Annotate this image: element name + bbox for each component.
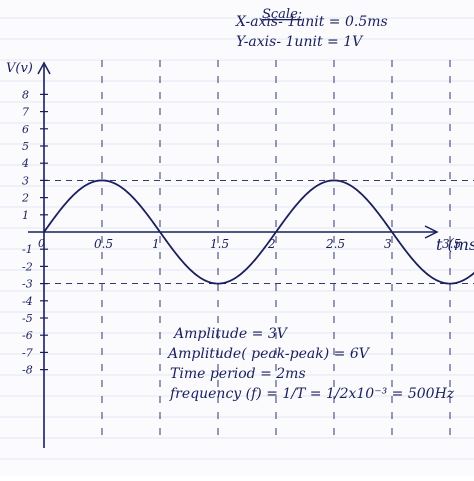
x-tick-label: 1 (152, 237, 160, 251)
note-peak-to-peak: Amplitude( peak-peak) = 6V (166, 346, 371, 362)
y-tick-label: -6 (22, 329, 33, 342)
y-tick-label: -1 (22, 243, 33, 256)
y-axis-label: V(v) (6, 61, 33, 76)
x-tick-label: 1.5 (210, 237, 229, 251)
x-axis-arrow (424, 225, 439, 239)
y-tick-label: -3 (22, 278, 33, 291)
y-tick-label: 3 (22, 174, 29, 187)
y-tick-label: 7 (22, 106, 29, 119)
note-amplitude: Amplitude = 3V (172, 326, 289, 342)
x-tick-label: 3 (384, 237, 392, 251)
x-tick-label: 2.5 (325, 237, 345, 251)
y-tick-label: 8 (22, 88, 29, 101)
y-tick-label: -7 (22, 346, 33, 359)
y-tick-label: 2 (21, 192, 29, 205)
origin-mark: 0 (38, 237, 45, 250)
y-tick-label: 4 (21, 157, 29, 170)
sine-wave-line (43, 179, 474, 285)
y-tick-label: -5 (22, 312, 33, 325)
y-tick-label: 5 (22, 140, 29, 153)
x-tick-label: 0.5 (94, 237, 113, 251)
notebook-ruled-lines (0, 17, 474, 460)
scale-x-axis-note: X-axis- 1unit = 0.5ms (235, 14, 388, 30)
y-axis-arrow (37, 61, 51, 75)
y-tick-label: -8 (22, 364, 33, 377)
y-tick-label: -4 (22, 295, 33, 308)
note-time-period: Time period = 2ms (170, 366, 306, 382)
x-tick-label: 3.5 (442, 237, 461, 251)
y-tick-label: 6 (22, 123, 29, 136)
scale-y-axis-note: Y-axis- 1unit = 1V (236, 34, 364, 50)
y-tick-label: 1 (22, 209, 29, 222)
scale-heading: Scale: (262, 7, 302, 22)
x-tick-label: 2 (267, 237, 276, 251)
chart-area: 0.511.522.533.544.587654321-1-2-3-4-5-6-… (21, 60, 474, 448)
note-frequency: frequency (f) = 1/T = 1/2x10⁻³ = 500Hz (169, 386, 455, 402)
x-axis-label: t (ms) (436, 235, 474, 254)
y-tick-label: -2 (22, 260, 33, 273)
